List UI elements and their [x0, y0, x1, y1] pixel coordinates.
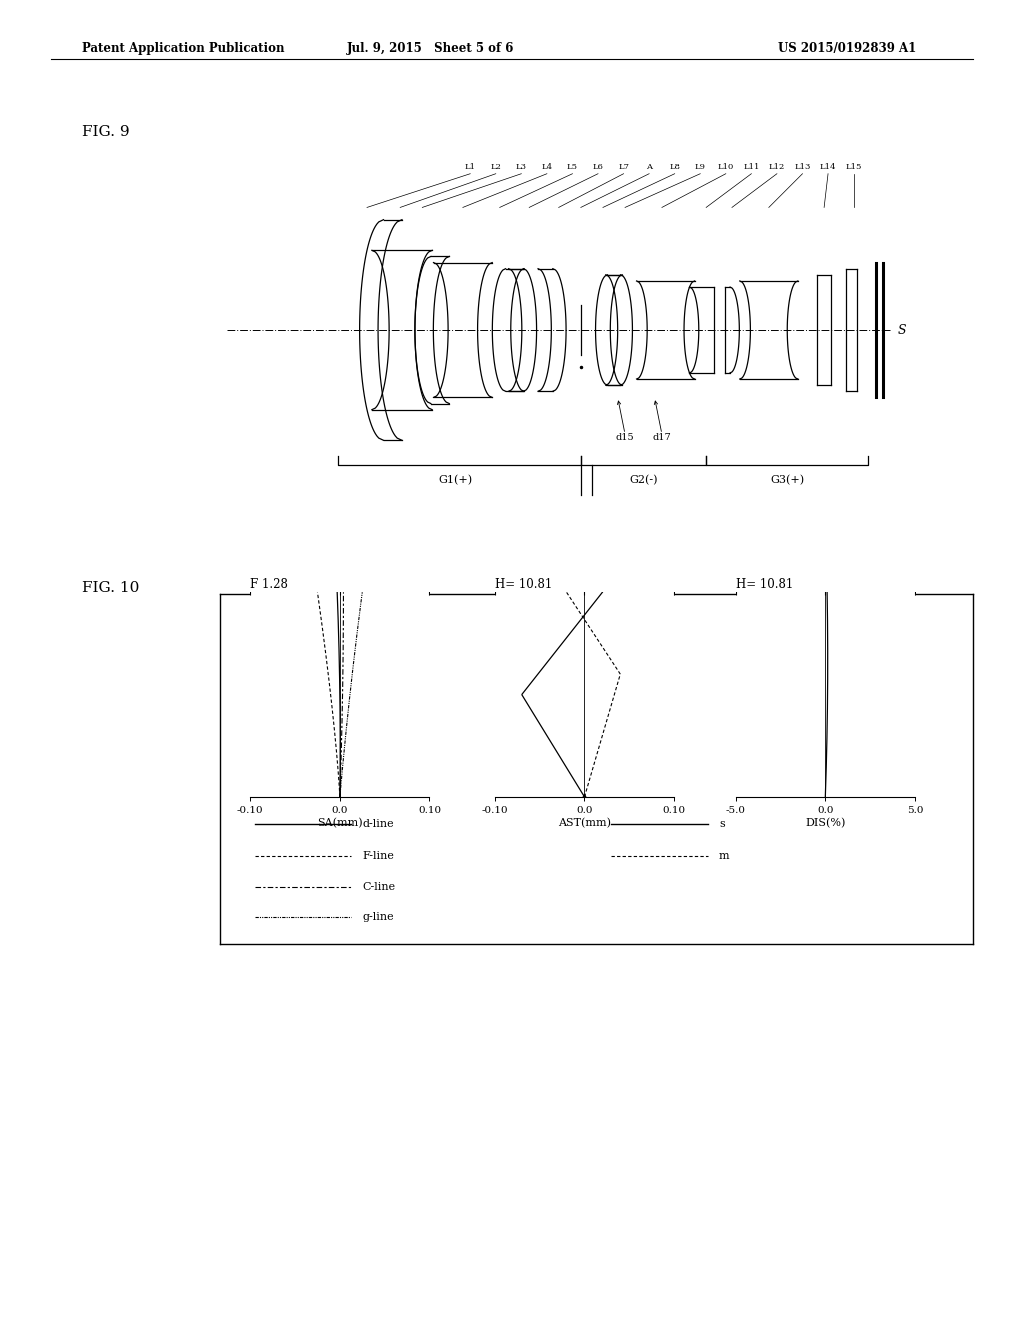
Text: L3: L3: [516, 162, 526, 170]
Text: S: S: [898, 323, 906, 337]
Text: L15: L15: [846, 162, 862, 170]
Text: L12: L12: [769, 162, 785, 170]
Text: L2: L2: [490, 162, 501, 170]
Text: F 1.28: F 1.28: [250, 578, 288, 591]
Text: L7: L7: [618, 162, 629, 170]
Text: L11: L11: [743, 162, 760, 170]
Text: L6: L6: [593, 162, 603, 170]
Text: G1(+): G1(+): [438, 475, 472, 486]
Text: L9: L9: [694, 162, 706, 170]
Text: H= 10.81: H= 10.81: [495, 578, 552, 591]
Text: L5: L5: [567, 162, 578, 170]
Text: L10: L10: [718, 162, 734, 170]
Text: FIG. 10: FIG. 10: [82, 581, 139, 595]
Text: s: s: [719, 820, 725, 829]
Text: H= 10.81: H= 10.81: [735, 578, 793, 591]
Text: Patent Application Publication: Patent Application Publication: [82, 42, 285, 55]
Text: FIG. 9: FIG. 9: [82, 125, 130, 140]
Text: US 2015/0192839 A1: US 2015/0192839 A1: [778, 42, 916, 55]
Text: G2(-): G2(-): [629, 475, 657, 486]
X-axis label: AST(mm): AST(mm): [558, 817, 611, 828]
Text: A: A: [646, 162, 652, 170]
Text: L8: L8: [670, 162, 680, 170]
Text: L1: L1: [465, 162, 476, 170]
Text: d-line: d-line: [362, 820, 394, 829]
Text: d17: d17: [652, 433, 672, 442]
Text: L14: L14: [820, 162, 837, 170]
Text: Jul. 9, 2015   Sheet 5 of 6: Jul. 9, 2015 Sheet 5 of 6: [346, 42, 514, 55]
Text: d15: d15: [615, 433, 634, 442]
Text: m: m: [719, 851, 730, 861]
Text: C-line: C-line: [362, 882, 395, 892]
Text: G3(+): G3(+): [770, 475, 804, 486]
Text: F-line: F-line: [362, 851, 394, 861]
X-axis label: DIS(%): DIS(%): [805, 817, 846, 828]
X-axis label: SA(mm): SA(mm): [317, 817, 362, 828]
Text: g-line: g-line: [362, 912, 394, 923]
Text: L13: L13: [795, 162, 811, 170]
Text: L4: L4: [542, 162, 553, 170]
